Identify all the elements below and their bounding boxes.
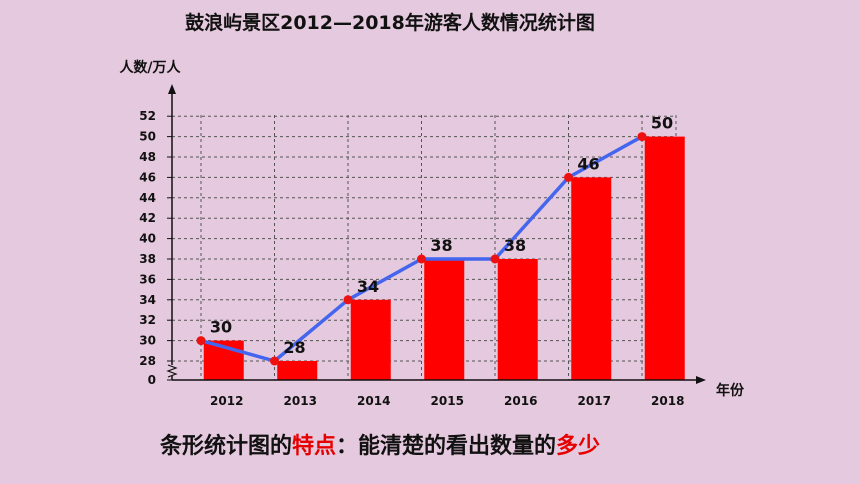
point-2015 xyxy=(417,254,426,264)
data-label: 38 xyxy=(504,236,526,255)
x-tick-label: 2018 xyxy=(651,394,684,408)
x-tick-label: 2012 xyxy=(210,394,243,408)
y-tick-label: 0 xyxy=(148,373,156,387)
labels: 0 28 30 32 34 36 38 40 42 44 46 48 50 52 2012 2013 2014 2… xyxy=(119,59,745,408)
axis-break-gap xyxy=(168,365,176,376)
y-tick-label: 44 xyxy=(139,191,156,205)
y-axis-arrow xyxy=(168,84,176,94)
y-tick-label: 42 xyxy=(139,211,156,225)
trend-line xyxy=(196,132,647,366)
axes xyxy=(166,84,706,384)
y-axis-label: 人数/万人 xyxy=(119,59,181,76)
y-tick-label: 28 xyxy=(139,354,156,368)
y-tick-label: 52 xyxy=(139,109,156,123)
data-label: 46 xyxy=(577,154,599,173)
axis-break-mark xyxy=(166,364,178,378)
x-tick-label: 2013 xyxy=(284,394,317,408)
bars xyxy=(203,136,685,380)
data-label: 28 xyxy=(283,338,305,357)
point-2016 xyxy=(490,254,500,264)
caption: 条形统计图的特点：能清楚的看出数量的多少 xyxy=(160,428,600,460)
data-label: 30 xyxy=(210,318,232,337)
data-label: 50 xyxy=(651,114,673,133)
y-tick-label: 48 xyxy=(139,150,156,164)
x-tick-label: 2017 xyxy=(578,394,611,408)
data-label: 34 xyxy=(357,277,379,296)
x-tick-label: 2014 xyxy=(357,394,390,408)
y-tick-label: 34 xyxy=(139,293,156,307)
caption-part1: 条形统计图的 xyxy=(160,434,293,459)
y-tick-label: 30 xyxy=(139,334,156,348)
x-axis-label: 年份 xyxy=(716,382,745,399)
y-tick-label: 36 xyxy=(139,272,156,286)
bar-2013 xyxy=(277,361,318,380)
point-2014 xyxy=(343,295,353,305)
chart-title: 鼓浪屿景区2012—2018年游客人数情况统计图 xyxy=(185,12,595,34)
point-2012 xyxy=(196,336,206,346)
y-tick-label: 40 xyxy=(139,232,156,246)
point-2018 xyxy=(637,132,647,142)
bar-2017 xyxy=(571,177,612,380)
bar-2014 xyxy=(350,299,391,380)
x-axis-arrow xyxy=(696,376,706,384)
caption-highlight2: 多少 xyxy=(556,434,601,459)
bar-2018 xyxy=(644,136,685,380)
point-2013 xyxy=(270,356,279,366)
caption-highlight1: 特点 xyxy=(292,434,337,459)
caption-part2: ：能清楚的看出数量的 xyxy=(336,434,557,459)
x-tick-label: 2016 xyxy=(504,394,537,408)
bar-2016 xyxy=(497,259,538,380)
data-label: 38 xyxy=(430,236,452,255)
y-tick-label: 50 xyxy=(139,130,156,144)
y-tick-label: 38 xyxy=(139,252,156,266)
point-2017 xyxy=(564,172,573,182)
y-tick-label: 32 xyxy=(139,313,156,327)
y-tick-label: 46 xyxy=(139,170,156,184)
bar-2015 xyxy=(424,259,465,380)
x-tick-label: 2015 xyxy=(431,394,464,408)
